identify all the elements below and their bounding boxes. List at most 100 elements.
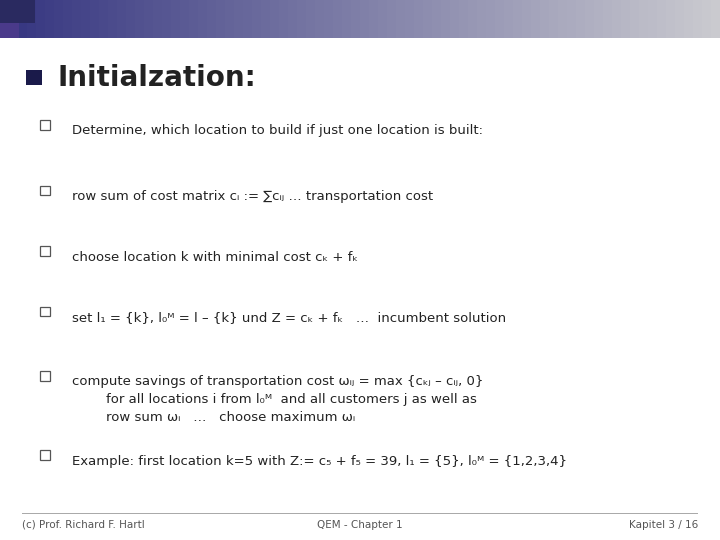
Bar: [297, 0, 307, 38]
Bar: [40, 307, 50, 316]
Bar: [378, 0, 389, 38]
Bar: [585, 0, 595, 38]
Bar: [639, 0, 649, 38]
Bar: [468, 0, 478, 38]
Bar: [126, 0, 137, 38]
Bar: [144, 0, 154, 38]
Text: set l₁ = {k}, l₀ᴹ = l – {k} und Z = cₖ + fₖ   …  incumbent solution: set l₁ = {k}, l₀ᴹ = l – {k} und Z = cₖ +…: [72, 311, 506, 324]
Bar: [351, 0, 361, 38]
Bar: [81, 0, 91, 38]
Bar: [26, 70, 42, 85]
Bar: [648, 0, 658, 38]
Bar: [252, 0, 262, 38]
Bar: [612, 0, 622, 38]
Bar: [477, 0, 487, 38]
Bar: [702, 0, 712, 38]
Bar: [99, 0, 109, 38]
Bar: [288, 0, 299, 38]
Bar: [711, 0, 720, 38]
Bar: [459, 0, 469, 38]
Bar: [594, 0, 604, 38]
Bar: [495, 0, 505, 38]
Bar: [189, 0, 199, 38]
Bar: [63, 0, 73, 38]
Bar: [387, 0, 397, 38]
Bar: [549, 0, 559, 38]
Bar: [216, 0, 226, 38]
Bar: [630, 0, 641, 38]
Text: row sum of cost matrix cᵢ := ∑cᵢⱼ … transportation cost: row sum of cost matrix cᵢ := ∑cᵢⱼ … tran…: [72, 190, 433, 203]
Text: QEM - Chapter 1: QEM - Chapter 1: [318, 520, 402, 530]
Bar: [369, 0, 379, 38]
Bar: [513, 0, 523, 38]
Bar: [522, 0, 532, 38]
Bar: [0, 23, 19, 38]
Bar: [45, 0, 55, 38]
Bar: [342, 0, 353, 38]
Bar: [225, 0, 235, 38]
Bar: [540, 0, 550, 38]
Bar: [40, 246, 50, 256]
Bar: [207, 0, 217, 38]
Text: Kapitel 3 / 16: Kapitel 3 / 16: [629, 520, 698, 530]
Bar: [450, 0, 461, 38]
Bar: [243, 0, 253, 38]
Bar: [441, 0, 451, 38]
Bar: [40, 186, 50, 195]
Bar: [22, 513, 698, 514]
Bar: [153, 0, 163, 38]
Text: compute savings of transportation cost ωᵢⱼ = max {cₖⱼ – cᵢⱼ, 0}
        for all : compute savings of transportation cost ω…: [72, 375, 483, 424]
Bar: [36, 0, 46, 38]
Bar: [135, 0, 145, 38]
Bar: [576, 0, 586, 38]
Bar: [279, 0, 289, 38]
Bar: [693, 0, 703, 38]
Bar: [486, 0, 497, 38]
Bar: [432, 0, 442, 38]
Bar: [531, 0, 541, 38]
Bar: [0, 0, 11, 38]
Bar: [405, 0, 415, 38]
Bar: [9, 0, 19, 38]
Bar: [108, 0, 119, 38]
Text: Example: first location k=5 with Z:= c₅ + f₅ = 39, l₁ = {5}, l₀ᴹ = {1,2,3,4}: Example: first location k=5 with Z:= c₅ …: [72, 455, 567, 468]
Bar: [558, 0, 569, 38]
Bar: [333, 0, 343, 38]
Bar: [414, 0, 424, 38]
Text: Determine, which location to build if just one location is built:: Determine, which location to build if ju…: [72, 124, 483, 137]
Bar: [40, 120, 50, 130]
Bar: [40, 450, 50, 460]
Bar: [171, 0, 181, 38]
Bar: [567, 0, 577, 38]
Bar: [27, 0, 37, 38]
Bar: [0, 0, 35, 23]
Bar: [324, 0, 334, 38]
Bar: [360, 0, 370, 38]
Bar: [261, 0, 271, 38]
Bar: [54, 0, 65, 38]
Bar: [684, 0, 694, 38]
Bar: [621, 0, 631, 38]
Bar: [504, 0, 514, 38]
Bar: [40, 371, 50, 381]
Bar: [396, 0, 407, 38]
Bar: [90, 0, 101, 38]
Bar: [666, 0, 677, 38]
Bar: [603, 0, 613, 38]
Bar: [657, 0, 667, 38]
Bar: [306, 0, 317, 38]
Bar: [270, 0, 281, 38]
Bar: [117, 0, 127, 38]
Bar: [315, 0, 325, 38]
Bar: [162, 0, 173, 38]
Text: Initialzation:: Initialzation:: [58, 64, 256, 92]
Bar: [180, 0, 190, 38]
Text: (c) Prof. Richard F. Hartl: (c) Prof. Richard F. Hartl: [22, 520, 144, 530]
Bar: [72, 0, 82, 38]
Text: choose location k with minimal cost cₖ + fₖ: choose location k with minimal cost cₖ +…: [72, 251, 358, 264]
Bar: [675, 0, 685, 38]
Bar: [18, 0, 29, 38]
Bar: [423, 0, 433, 38]
Bar: [198, 0, 209, 38]
Bar: [234, 0, 245, 38]
